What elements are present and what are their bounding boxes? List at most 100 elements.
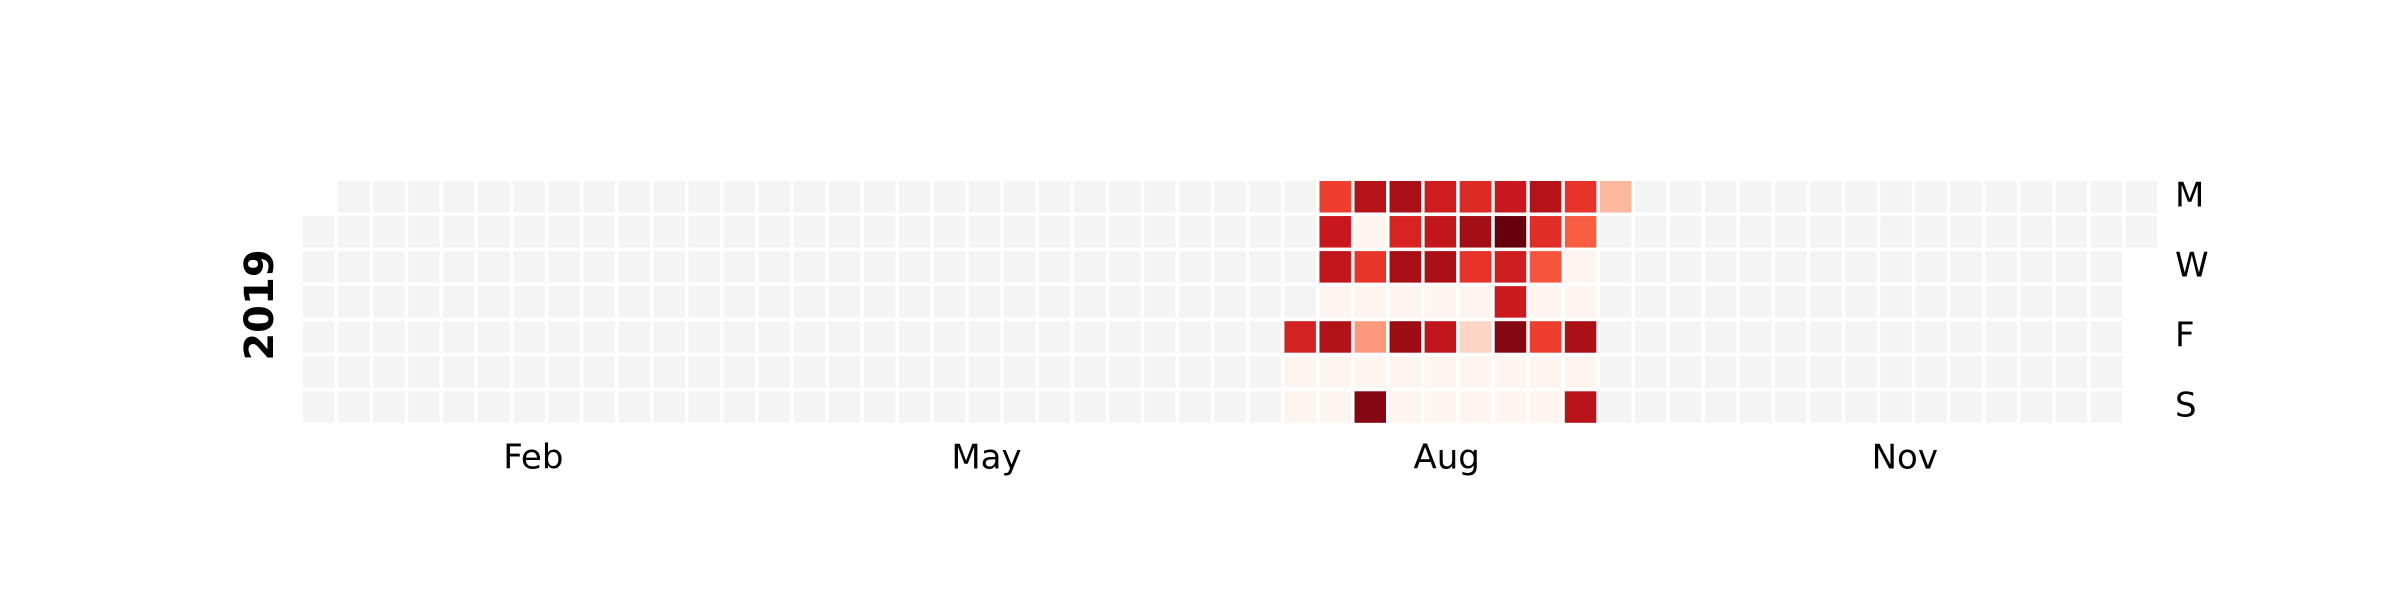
day-cell	[373, 216, 405, 248]
day-cell	[1074, 356, 1106, 388]
day-cell	[408, 251, 440, 283]
day-cell	[2020, 216, 2052, 248]
day-label: M	[2175, 175, 2204, 215]
day-cell	[548, 391, 580, 423]
day-cell	[1144, 251, 1176, 283]
month-label: May	[951, 438, 1021, 478]
day-cell	[933, 356, 966, 388]
day-cell	[1319, 356, 1351, 388]
day-cell	[1845, 216, 1877, 248]
day-cell	[1354, 356, 1386, 388]
day-cell	[723, 216, 756, 248]
day-cell	[373, 181, 405, 213]
day-cell	[1775, 391, 1807, 423]
day-cell	[1249, 216, 1281, 248]
day-cell	[338, 286, 370, 318]
year-label: 2019	[237, 249, 283, 360]
day-cell	[1459, 251, 1492, 283]
day-cell	[1109, 181, 1141, 213]
day-cell	[688, 356, 721, 388]
day-cell	[478, 321, 510, 353]
day-cell	[1389, 391, 1422, 423]
day-cell	[828, 286, 861, 318]
day-cell	[898, 251, 931, 283]
day-cell	[2020, 356, 2052, 388]
day-cell	[1214, 216, 1246, 248]
day-cell	[898, 391, 931, 423]
day-cell	[758, 321, 791, 353]
day-cell	[1985, 251, 2017, 283]
day-cell	[1284, 286, 1316, 318]
day-cell	[1494, 251, 1527, 283]
day-cell	[443, 216, 475, 248]
day-cell	[1705, 216, 1737, 248]
day-cell	[443, 356, 475, 388]
day-cell	[723, 321, 756, 353]
day-cell	[1459, 181, 1492, 213]
day-cell	[1459, 321, 1492, 353]
day-cell	[1214, 321, 1246, 353]
day-cell	[933, 181, 966, 213]
day-cell	[1494, 286, 1527, 318]
day-cell	[408, 181, 440, 213]
day-cell	[303, 251, 335, 283]
day-cell	[1249, 391, 1281, 423]
day-cell	[2055, 251, 2087, 283]
day-cell	[1039, 216, 1071, 248]
day-cell	[1319, 181, 1351, 213]
day-cell	[373, 391, 405, 423]
day-cell	[793, 251, 826, 283]
day-cell	[653, 391, 685, 423]
day-cell	[1004, 356, 1036, 388]
day-cell	[2020, 321, 2052, 353]
day-cell	[1669, 391, 1702, 423]
day-cell	[1880, 356, 1912, 388]
day-cell	[933, 216, 966, 248]
day-cell	[618, 216, 650, 248]
day-cell	[1705, 286, 1737, 318]
day-cell	[1074, 216, 1106, 248]
day-cell	[1669, 321, 1702, 353]
day-cell	[2125, 181, 2158, 213]
day-cell	[2055, 286, 2087, 318]
day-cell	[1389, 216, 1422, 248]
day-cell	[338, 251, 370, 283]
day-cell	[1775, 216, 1807, 248]
day-cell	[1424, 251, 1457, 283]
day-cell	[1144, 286, 1176, 318]
day-cell	[338, 321, 370, 353]
day-cell	[478, 216, 510, 248]
day-cell	[863, 251, 896, 283]
day-cell	[583, 286, 615, 318]
day-cell	[723, 356, 756, 388]
day-cell	[1985, 356, 2017, 388]
day-cell	[688, 391, 721, 423]
day-cell	[478, 391, 510, 423]
day-cell	[408, 321, 440, 353]
day-cell	[1915, 391, 1947, 423]
day-cell	[863, 356, 896, 388]
day-cell	[1634, 356, 1667, 388]
day-cell	[793, 181, 826, 213]
day-cell	[1354, 321, 1386, 353]
day-cell	[1845, 391, 1877, 423]
day-cell	[1494, 216, 1527, 248]
day-cell	[828, 321, 861, 353]
day-cell	[1214, 181, 1246, 213]
day-cell	[1284, 391, 1316, 423]
day-cell	[1389, 181, 1422, 213]
day-cell	[1880, 286, 1912, 318]
day-cell	[2090, 391, 2123, 423]
day-cell	[1775, 181, 1807, 213]
day-cell	[1529, 321, 1562, 353]
day-cell	[1284, 216, 1316, 248]
day-cell	[1214, 391, 1246, 423]
day-cell	[1074, 391, 1106, 423]
day-cell	[1810, 321, 1842, 353]
day-cell	[793, 321, 826, 353]
day-cell	[1915, 181, 1947, 213]
day-cell	[408, 356, 440, 388]
day-cell	[1985, 321, 2017, 353]
day-cell	[2090, 286, 2123, 318]
